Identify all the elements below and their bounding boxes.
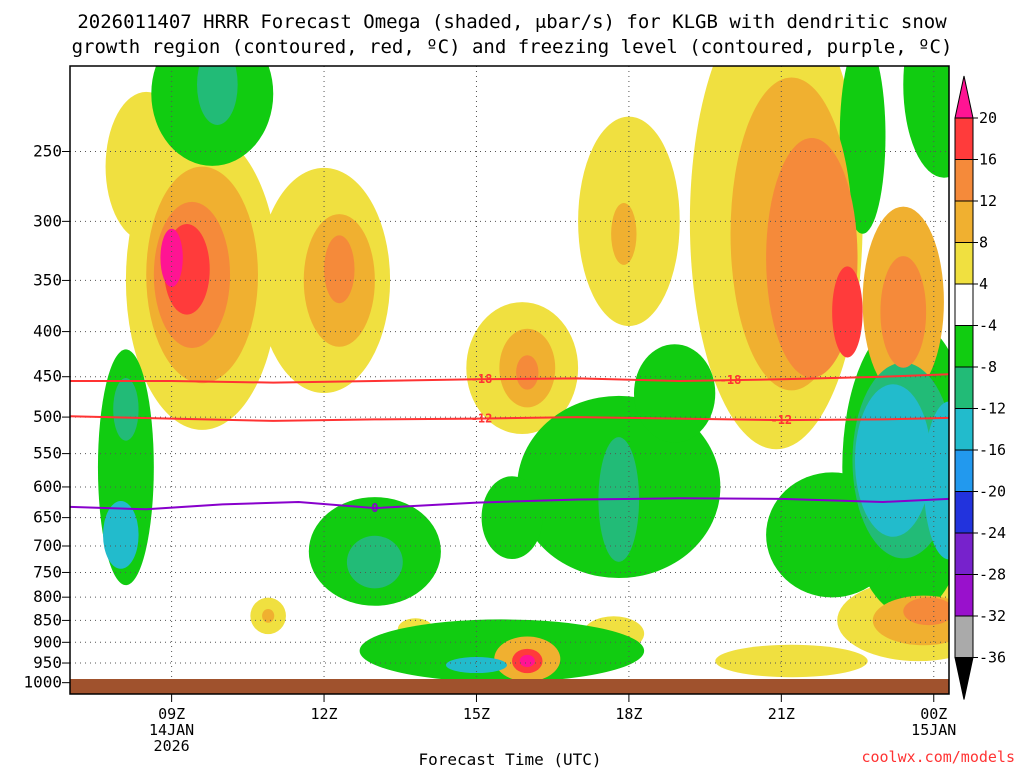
omega-region-sinking <box>346 535 403 589</box>
y-tick-label: 450 <box>33 367 62 386</box>
y-tick-label: 950 <box>33 653 62 672</box>
colorbar-label: 20 <box>979 109 997 127</box>
omega-region-sinking <box>903 66 949 178</box>
colorbar-segment <box>954 366 974 409</box>
omega-shaded-field <box>97 66 949 683</box>
omega-region-sinking <box>839 66 886 234</box>
y-tick-label: 500 <box>33 407 62 426</box>
ground-strip <box>70 679 949 694</box>
x-axis-label: Forecast Time (UTC) <box>418 750 601 768</box>
colorbar-label: -36 <box>979 649 1006 667</box>
dgz-minus-18-label: -18 <box>471 372 493 386</box>
y-tick-label: 800 <box>33 587 62 606</box>
colorbar-segment <box>954 615 974 658</box>
colorbar-label: 12 <box>979 192 997 210</box>
omega-region-sinking <box>481 476 543 560</box>
x-tick-label: 12Z <box>310 705 337 723</box>
y-tick-label: 1000 <box>23 673 62 692</box>
colorbar-segment <box>954 159 974 202</box>
y-tick-label: 750 <box>33 562 62 581</box>
y-tick-label: 900 <box>33 632 62 651</box>
x-tick-label: 15JAN <box>911 721 956 739</box>
freezing-level-0-label: 0 <box>371 501 378 515</box>
omega-region-sinking <box>923 401 949 560</box>
omega-region-rising <box>516 355 539 390</box>
colorbar-segment <box>954 449 974 492</box>
colorbar-label: 16 <box>979 151 997 169</box>
y-tick-label: 400 <box>33 322 62 341</box>
y-tick-label: 700 <box>33 536 62 555</box>
omega-region-rising <box>160 228 183 287</box>
omega-region-rising <box>262 609 275 623</box>
x-tick-label: 18Z <box>615 705 642 723</box>
colorbar-segment <box>954 574 974 617</box>
colorbar-label: -32 <box>979 607 1006 625</box>
omega-region-rising <box>832 266 863 358</box>
omega-region-rising <box>715 644 868 678</box>
colorbar-bottom-arrow <box>954 657 974 700</box>
x-tick-label: 00Z <box>920 705 947 723</box>
colorbar-label: 8 <box>979 234 988 252</box>
y-tick-label: 600 <box>33 477 62 496</box>
colorbar-segment <box>954 242 974 285</box>
omega-region-rising <box>880 256 927 368</box>
colorbar-label: -28 <box>979 566 1006 584</box>
colorbar-segment <box>954 283 974 326</box>
omega-region-rising <box>324 235 355 304</box>
colorbar-label: -8 <box>979 358 997 376</box>
x-tick-label: 15Z <box>463 705 490 723</box>
grid-lines <box>70 66 949 684</box>
omega-region-sinking <box>855 384 932 537</box>
colorbar-segment <box>954 200 974 243</box>
omega-region-sinking <box>113 377 139 441</box>
plot-frame <box>69 65 950 695</box>
dgz-minus-12-label: -12 <box>770 413 792 427</box>
dgz-minus-18-line <box>70 373 950 384</box>
y-tick-label: 350 <box>33 270 62 289</box>
dgz-minus-12-label: -12 <box>471 412 493 426</box>
freezing-level-0-line <box>69 497 950 511</box>
y-axis: 250 300 350 400 450 500 550 600 650 700 750 800 850 9… <box>23 141 70 692</box>
x-tick-label: 09Z <box>158 705 185 723</box>
omega-region-sinking <box>445 657 507 674</box>
colorbar-segment <box>954 532 974 575</box>
colorbar-label: -16 <box>979 441 1006 459</box>
y-tick-label: 250 <box>33 141 62 160</box>
colorbar-label: -12 <box>979 400 1006 418</box>
x-tick-label: 21Z <box>768 705 795 723</box>
colorbar-label: -4 <box>979 317 997 335</box>
dgz-minus-12-line <box>69 415 950 422</box>
temperature-contours: -18 -18 -12 -12 0 <box>69 372 950 515</box>
x-tick-label: 2026 <box>154 737 190 755</box>
colorbar-segment <box>954 117 974 160</box>
colorbar-label: -20 <box>979 483 1006 501</box>
omega-region-rising <box>519 654 535 668</box>
colorbar-label: 4 <box>979 275 988 293</box>
y-tick-label: 850 <box>33 610 62 629</box>
y-tick-label: 300 <box>33 211 62 230</box>
colorbar-segment <box>954 408 974 451</box>
y-tick-label: 550 <box>33 444 62 463</box>
chart-title-line2: growth region (contoured, red, ºC) and f… <box>72 36 953 58</box>
colorbar: 20 16 12 8 4 -4 -8 -12 -16 -20 -24 -28 -32 -36 <box>954 75 1006 700</box>
omega-region-sinking <box>633 344 716 443</box>
colorbar-segment <box>954 325 974 368</box>
omega-region-sinking <box>103 501 139 569</box>
dgz-minus-18-label: -18 <box>720 373 742 387</box>
y-tick-label: 650 <box>33 508 62 527</box>
colorbar-label: -24 <box>979 524 1006 542</box>
omega-region-rising <box>903 597 949 626</box>
x-tick-label: 14JAN <box>149 721 194 739</box>
omega-region-sinking <box>197 66 238 125</box>
credit-text: coolwx.com/models <box>861 748 1015 766</box>
chart-title-line1: 2026011407 HRRR Forecast Omega (shaded, … <box>77 11 947 33</box>
omega-region-rising <box>611 202 637 265</box>
colorbar-segment <box>954 491 974 534</box>
